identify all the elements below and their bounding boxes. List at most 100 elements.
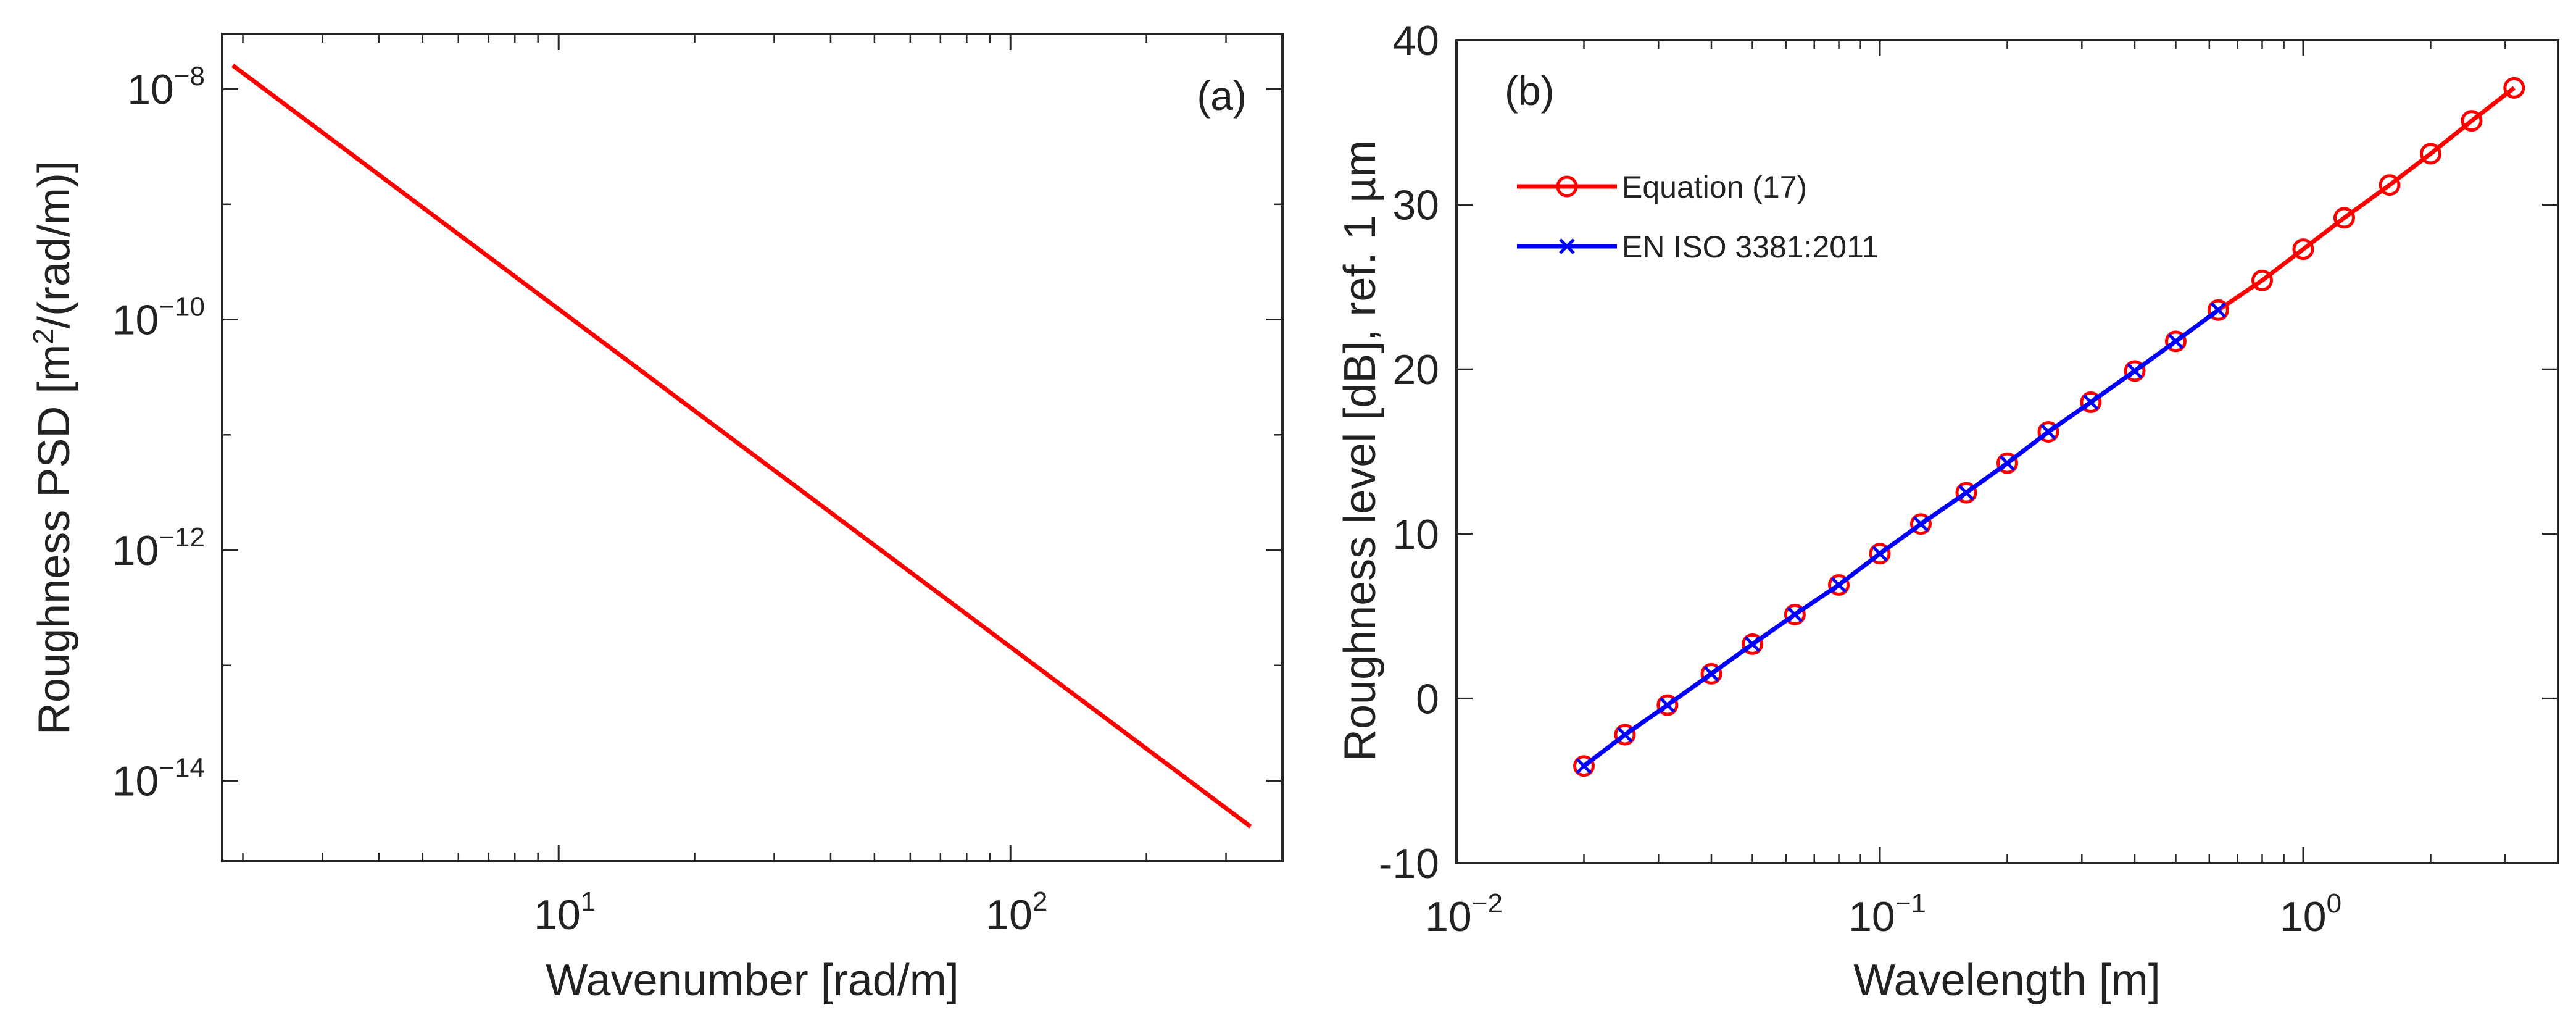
chart-b-circle-marker [1784, 603, 1806, 625]
chart-b-circle-marker [2461, 110, 2483, 132]
chart-b-circle-marker [1573, 755, 1595, 777]
chart-a-y-tick-label: 10−10 [112, 292, 205, 344]
chart-a-y-tick-label: 10−14 [112, 753, 205, 804]
chart-a-x-tick-label: 102 [986, 887, 1047, 938]
chart-a-panel-label: (a) [1197, 73, 1247, 119]
chart-b-x-marker [2210, 302, 2227, 318]
chart-b-y-tick-label: 10 [1392, 511, 1439, 558]
chart-b-circle-marker [1955, 482, 1977, 504]
chart-b-x-marker-stroke [1958, 485, 1974, 501]
chart-b-x-marker-stroke [1872, 546, 1888, 562]
chart-a-y-tick-label-exp: −14 [159, 753, 205, 783]
chart-b-legend-label: EN ISO 3381:2011 [1622, 230, 1879, 264]
chart-b-x-tick-label-base: 10 [2280, 893, 2327, 940]
chart-b-x-marker-stroke [2167, 333, 2184, 349]
chart-b-x-marker-stroke [1576, 758, 1592, 774]
chart-b-x-marker [1958, 485, 1974, 501]
chart-b-circle-marker [1869, 543, 1891, 565]
chart-a-y-tick-label: 10−12 [112, 522, 205, 574]
chart-a-y-tick-label-exp: −12 [159, 522, 205, 553]
chart-b-series-line-2 [1582, 308, 2220, 768]
chart-a-y-tick-label-exp: −10 [159, 292, 205, 322]
chart-b-x-marker-stroke [1787, 606, 1803, 623]
chart-a-x-tick-label-exp: 2 [1032, 887, 1047, 917]
chart-b-circle-marker [1741, 633, 1763, 655]
chart-b-legend-x-marker-stroke [1559, 238, 1575, 254]
chart-b-circle-marker [2419, 143, 2441, 165]
chart-b-x-marker-stroke [2210, 302, 2227, 318]
chart-b-x-marker [1830, 577, 1847, 593]
chart-b-y-tick-label: 20 [1392, 346, 1439, 393]
chart-a-x-tick-label-base: 10 [534, 891, 581, 938]
chart-b-x-marker [1576, 758, 1592, 774]
chart-b-legend-entry-1: Equation (17) [1517, 170, 1807, 204]
chart-b-circle-marker [1828, 574, 1850, 596]
chart-b-legend-circle-marker [1556, 175, 1578, 198]
chart-b-x-tick-label-base: 10 [1848, 893, 1895, 940]
chart-b-plot-area [1455, 39, 2559, 864]
chart-b-x-marker-stroke [2127, 363, 2143, 379]
chart-b-circle-marker [2379, 174, 2401, 196]
chart-b-x-marker [1744, 636, 1761, 653]
chart-b-circle-marker [2207, 299, 2229, 321]
chart-b-x-tick-label-base: 10 [1425, 893, 1472, 940]
chart-a-y-tick-label-base: 10 [112, 527, 159, 574]
chart-b-x-marker-stroke [1744, 636, 1761, 653]
chart-a-y-tick-label-exp: −8 [174, 61, 205, 91]
chart-b-x-marker-stroke [1913, 516, 1929, 532]
chart-a-y-tick-label: 10−8 [127, 61, 205, 113]
chart-b-x-marker-stroke [1617, 727, 1633, 743]
chart-b-x-marker-stroke [2083, 394, 2099, 411]
chart-a-y-tick-label-base: 10 [112, 758, 159, 804]
chart-a-plot-area [221, 33, 1284, 862]
chart-a-y-tick-label-base: 10 [112, 297, 159, 344]
chart-b-x-tick-label-exp: −1 [1895, 888, 1926, 919]
chart-b-x-marker-stroke [1660, 697, 1676, 713]
chart-b-x-axis-label: Wavelength [m] [1853, 956, 2161, 1005]
chart-b-legend-entry-2: EN ISO 3381:2011 [1517, 230, 1879, 264]
chart-b-circle-marker [1656, 694, 1679, 716]
chart-b-x-marker [1617, 727, 1633, 743]
chart-b-y-axis-label: Roughness level [dB], ref. 1 µm [1336, 140, 1385, 761]
chart-b-panel-label: (b) [1505, 68, 1555, 114]
chart-b-x-marker [1787, 606, 1803, 623]
chart-a-series-line [231, 64, 1252, 829]
chart-a-x-tick-label-exp: 1 [581, 887, 596, 917]
chart-b-x-marker [1999, 455, 2016, 471]
chart-b-x-marker-stroke [1999, 455, 2016, 471]
chart-b-x-marker [2040, 424, 2056, 440]
chart-b-x-marker [1703, 666, 1719, 682]
chart-b-y-tick-label: 0 [1416, 675, 1439, 722]
chart-b-y-tick-label: 40 [1392, 17, 1439, 64]
chart-a-x-axis-label: Wavenumber [rad/m] [546, 956, 959, 1005]
chart-a-y-tick-label-base: 10 [127, 66, 174, 113]
chart-b-circle-marker [2080, 391, 2102, 414]
chart-b-legend-label: Equation (17) [1622, 170, 1807, 204]
chart-b-x-tick-label-exp: 0 [2327, 888, 2341, 919]
chart-b-circle-marker [2037, 421, 2059, 443]
chart-b-circle-marker [2503, 77, 2525, 99]
chart-a-y-label-tail: /(rad/m)] [30, 161, 79, 328]
chart-b-legend: Equation (17) EN ISO 3381:2011 [1517, 170, 1879, 264]
chart-b-x-marker [2127, 363, 2143, 379]
chart-b-circle-marker [1996, 452, 2018, 474]
chart-a-x-tick-label: 101 [534, 887, 596, 938]
chart-b-x-marker [1872, 546, 1888, 562]
chart-b-x-tick-label: 100 [2280, 888, 2341, 940]
chart-b-x-tick-label-exp: −2 [1472, 888, 1503, 919]
chart-b-x-marker [1660, 697, 1676, 713]
chart-b-x-marker [2083, 394, 2099, 411]
chart-b-circle-marker [1614, 724, 1636, 746]
chart-a-x-tick-label-base: 10 [986, 891, 1032, 938]
chart-a-y-label-sup: 2 [27, 328, 59, 344]
chart-b-x-marker [2167, 333, 2184, 349]
chart-b-x-marker [1913, 516, 1929, 532]
chart-b-y-tick-label: -10 [1379, 840, 1439, 887]
chart-b-circle-marker [2124, 360, 2146, 382]
chart-b-x-marker-stroke [1703, 666, 1719, 682]
chart-b-circle-marker [2251, 269, 2274, 291]
chart-b-y-tick-label: 30 [1392, 182, 1439, 229]
